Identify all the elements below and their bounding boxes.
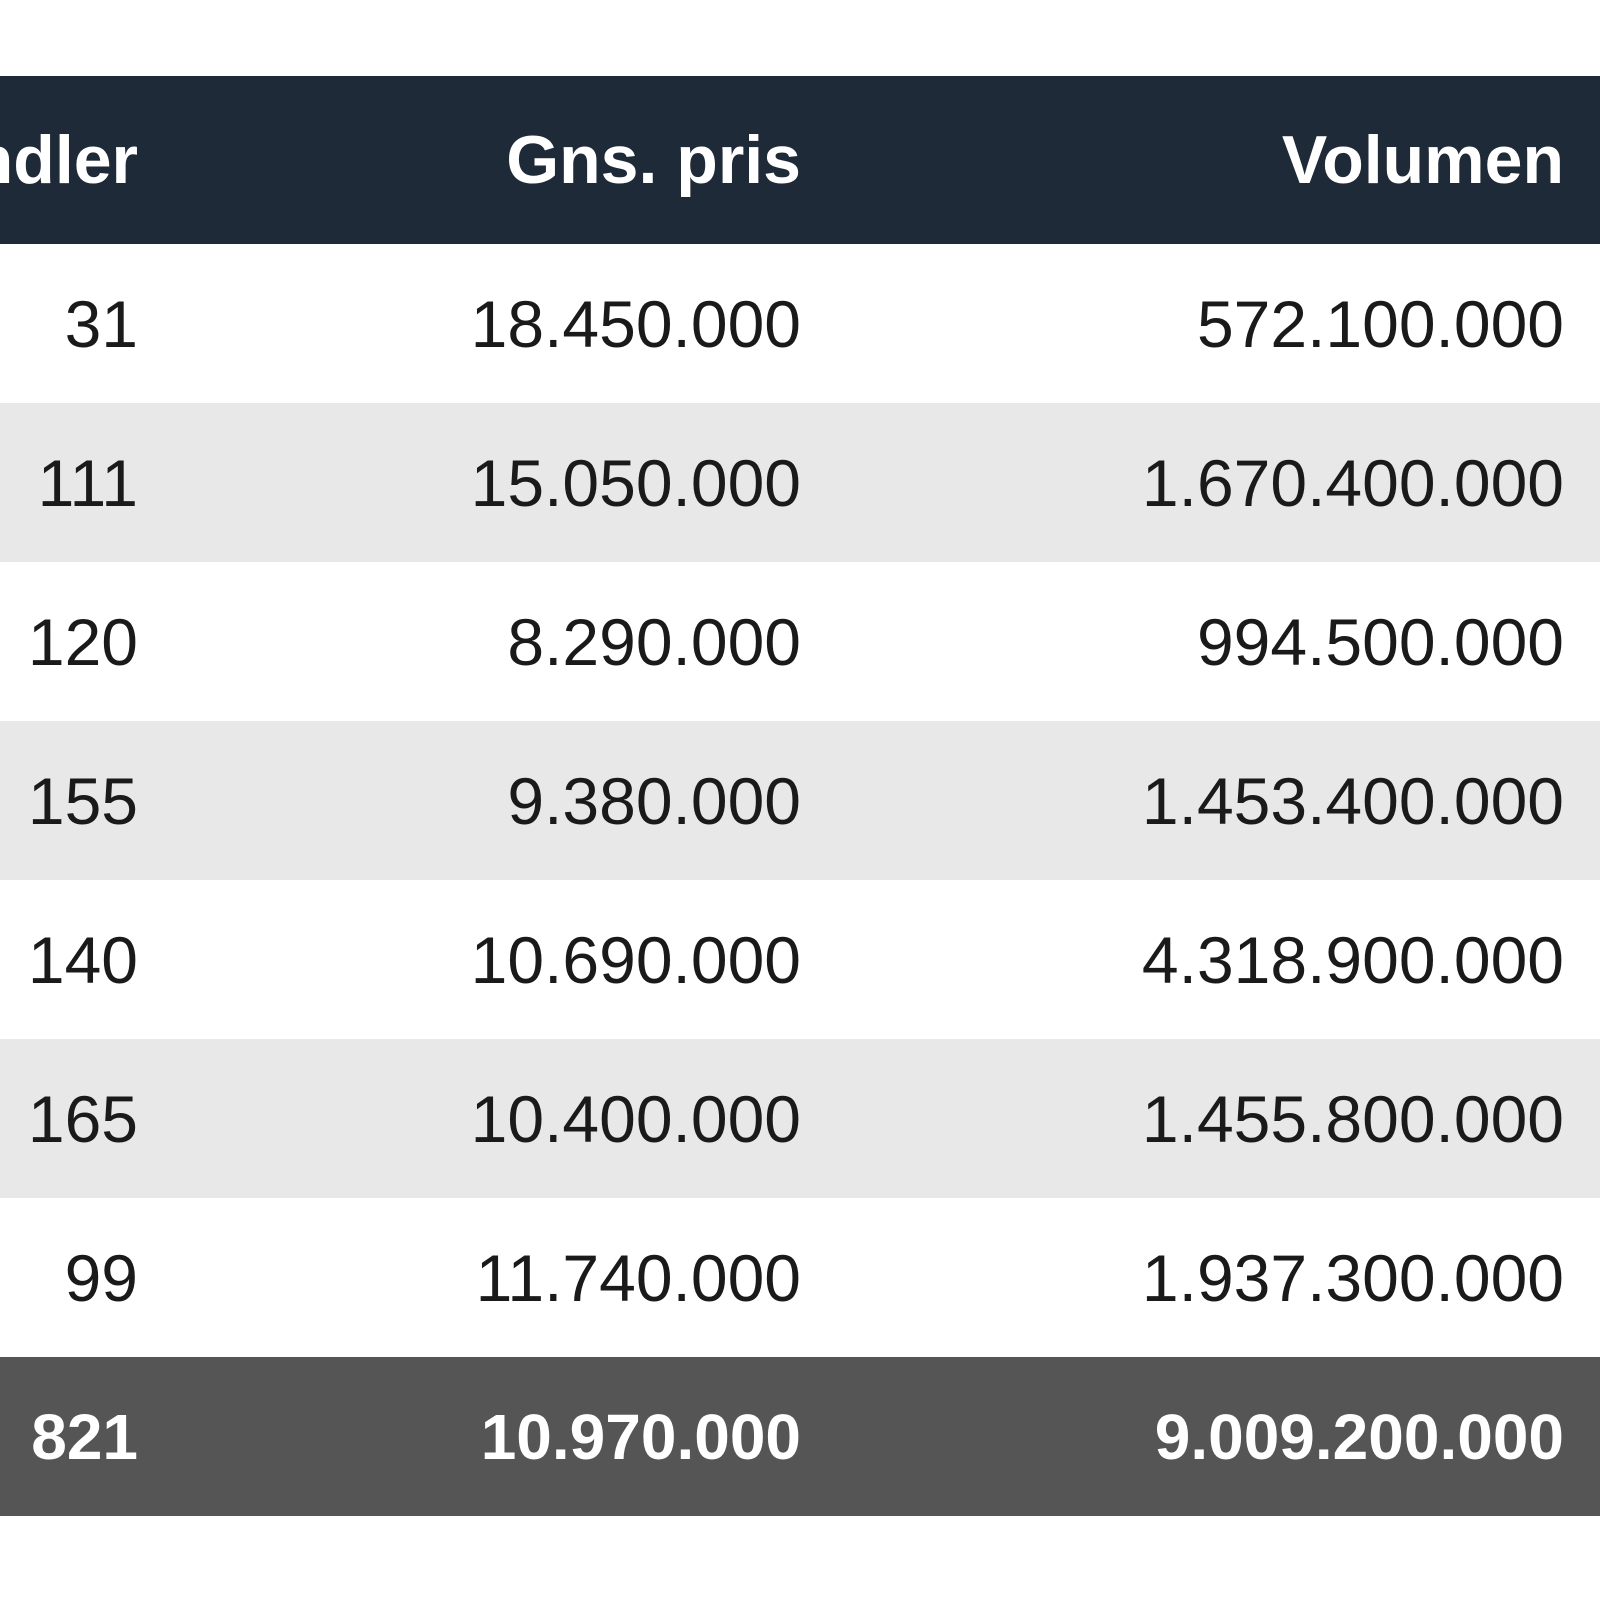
table-row: 140 10.690.000 4.318.900.000	[0, 880, 1600, 1039]
header-avg-price[interactable]: Gns. pris	[506, 122, 801, 198]
total-handler: 821	[31, 1400, 138, 1473]
cell-volume: 1.670.400.000	[1141, 445, 1564, 520]
cell-handler: 140	[27, 922, 138, 997]
total-avg-price: 10.970.000	[480, 1400, 801, 1473]
cell-handler: 155	[27, 763, 138, 838]
table-row: 165 10.400.000 1.455.800.000	[0, 1039, 1600, 1198]
header-volume[interactable]: Volumen	[1281, 122, 1564, 198]
total-volume: 9.009.200.000	[1154, 1400, 1564, 1473]
table-total-row: 821 10.970.000 9.009.200.000	[0, 1357, 1600, 1516]
data-table: ndler Gns. pris Volumen 31 18.450.000 57…	[0, 76, 1600, 1516]
cell-volume: 1.455.800.000	[1141, 1081, 1564, 1156]
cell-handler: 165	[27, 1081, 138, 1156]
cell-volume: 994.500.000	[1196, 604, 1564, 679]
header-handler[interactable]: ndler	[0, 122, 138, 198]
cell-avg-price: 11.740.000	[475, 1240, 801, 1315]
cell-volume: 1.937.300.000	[1141, 1240, 1564, 1315]
cell-avg-price: 18.450.000	[470, 286, 801, 361]
table-row: 99 11.740.000 1.937.300.000	[0, 1198, 1600, 1357]
cell-avg-price: 15.050.000	[470, 445, 801, 520]
table-row: 155 9.380.000 1.453.400.000	[0, 721, 1600, 880]
cell-avg-price: 9.380.000	[507, 763, 801, 838]
cell-avg-price: 10.400.000	[470, 1081, 801, 1156]
cell-handler: 31	[64, 286, 138, 361]
table-row: 31 18.450.000 572.100.000	[0, 244, 1600, 403]
cell-volume: 4.318.900.000	[1141, 922, 1564, 997]
table-header: ndler Gns. pris Volumen	[0, 76, 1600, 244]
cell-volume: 1.453.400.000	[1141, 763, 1564, 838]
cell-handler: 120	[27, 604, 138, 679]
cell-volume: 572.100.000	[1196, 286, 1564, 361]
cell-avg-price: 8.290.000	[507, 604, 801, 679]
table-row: 120 8.290.000 994.500.000	[0, 562, 1600, 721]
cell-avg-price: 10.690.000	[470, 922, 801, 997]
table-row: 111 15.050.000 1.670.400.000	[0, 403, 1600, 562]
cell-handler: 99	[64, 1240, 138, 1315]
cell-handler: 111	[37, 445, 138, 520]
